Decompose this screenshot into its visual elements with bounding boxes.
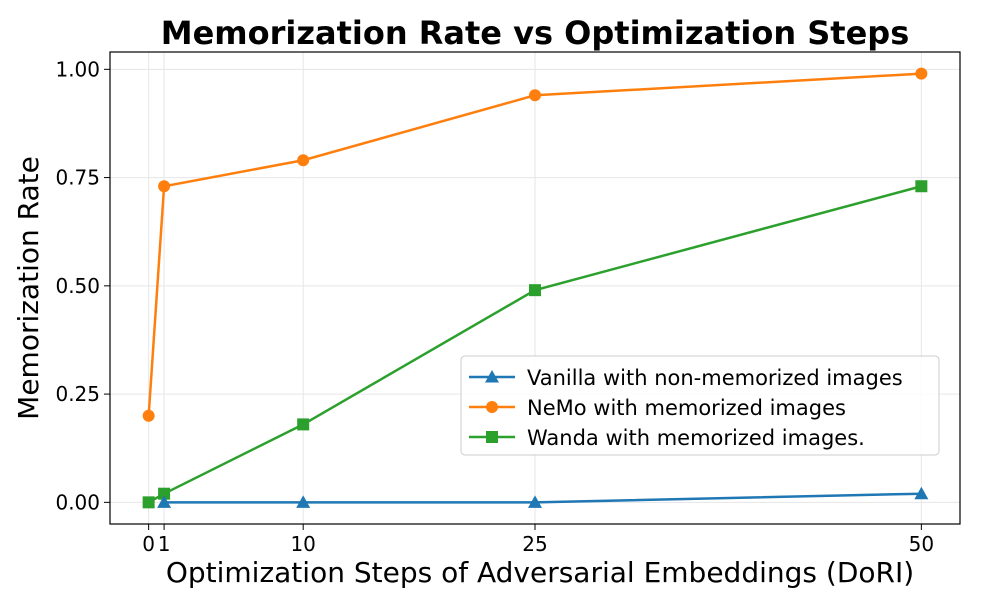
legend-marker (486, 401, 498, 413)
legend-marker (486, 431, 498, 443)
series-0 (157, 486, 929, 508)
data-point (157, 495, 172, 508)
legend-label: Wanda with memorized images. (527, 426, 865, 450)
data-point (297, 154, 310, 167)
y-tick-label: 0.75 (55, 166, 100, 190)
data-point (915, 67, 928, 80)
data-point (914, 486, 929, 500)
data-point (915, 180, 928, 193)
legend: Vanilla with non-memorized images NeMo wi… (460, 355, 940, 456)
x-axis-label: Optimization Steps of Adversarial Embedd… (166, 556, 914, 589)
data-point (297, 418, 310, 431)
x-tick-label: 10 (290, 532, 315, 556)
data-point (529, 89, 541, 102)
chart-title: Memorization Rate vs Optimization Steps (161, 14, 910, 52)
data-point (142, 496, 155, 509)
legend-label: NeMo with memorized images (527, 396, 846, 420)
data-point (142, 409, 155, 422)
y-tick-label: 1.00 (55, 57, 100, 81)
data-point (158, 180, 171, 193)
x-tick-label: 25 (522, 532, 547, 556)
data-point (529, 284, 541, 297)
legend-label: Vanilla with non-memorized images (527, 366, 903, 390)
y-tick-label: 0.25 (55, 382, 100, 406)
series-layer (142, 67, 929, 509)
y-tick-label: 0.50 (55, 274, 100, 298)
series-2 (142, 180, 928, 509)
x-tick-label: 1 (158, 532, 171, 556)
legend-box (460, 355, 940, 456)
x-tick-label: 0 (142, 532, 155, 556)
legend-marker (485, 370, 499, 383)
ticks: 0 1 10 25 50 0.00 0.25 0.50 0.75 1.00 (55, 57, 934, 556)
y-axis-label: Memorization Rate (12, 156, 45, 420)
y-tick-label: 0.00 (55, 490, 100, 514)
x-tick-label: 50 (909, 532, 934, 556)
data-point (528, 495, 542, 508)
series-1 (142, 67, 928, 422)
series-line (164, 492, 922, 504)
data-point (296, 495, 311, 508)
data-point (158, 487, 171, 500)
